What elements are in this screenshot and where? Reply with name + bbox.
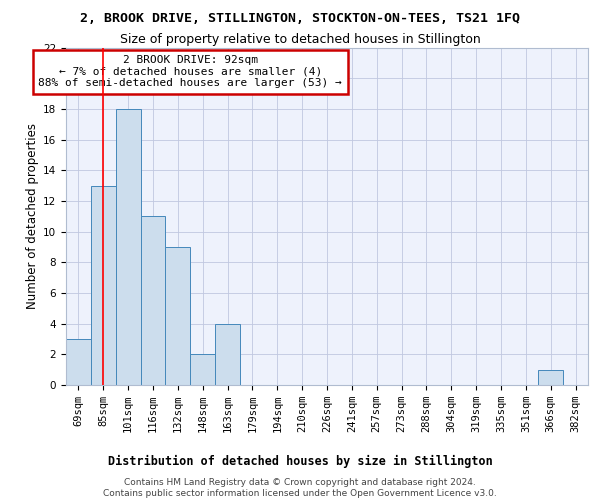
Text: Size of property relative to detached houses in Stillington: Size of property relative to detached ho…	[119, 32, 481, 46]
Bar	[215, 324, 240, 385]
Text: 2 BROOK DRIVE: 92sqm
← 7% of detached houses are smaller (4)
88% of semi-detache: 2 BROOK DRIVE: 92sqm ← 7% of detached ho…	[38, 55, 342, 88]
Y-axis label: Number of detached properties: Number of detached properties	[26, 123, 39, 309]
Text: 2, BROOK DRIVE, STILLINGTON, STOCKTON-ON-TEES, TS21 1FQ: 2, BROOK DRIVE, STILLINGTON, STOCKTON-ON…	[80, 12, 520, 26]
Bar	[190, 354, 215, 385]
Bar	[166, 247, 190, 385]
Bar	[116, 109, 140, 385]
Bar	[538, 370, 563, 385]
Text: Distribution of detached houses by size in Stillington: Distribution of detached houses by size …	[107, 455, 493, 468]
Bar	[66, 339, 91, 385]
Text: Contains HM Land Registry data © Crown copyright and database right 2024.
Contai: Contains HM Land Registry data © Crown c…	[103, 478, 497, 498]
Bar	[91, 186, 116, 385]
Bar	[140, 216, 166, 385]
